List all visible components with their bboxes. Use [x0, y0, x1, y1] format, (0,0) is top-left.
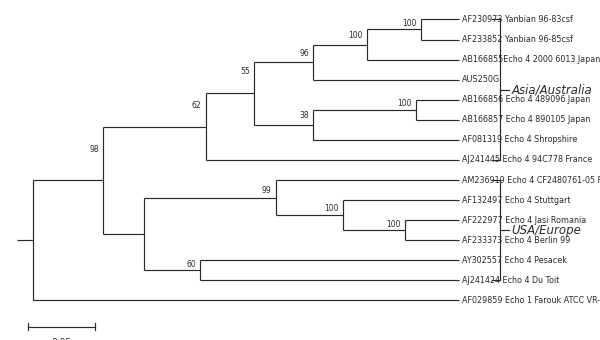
- Text: 100: 100: [403, 19, 417, 28]
- Text: 100: 100: [397, 99, 412, 108]
- Text: AF222977 Echo 4 Jasi Romania: AF222977 Echo 4 Jasi Romania: [462, 216, 586, 225]
- Text: 60: 60: [186, 260, 196, 269]
- Text: AF233852 Yanbian 96-85csf: AF233852 Yanbian 96-85csf: [462, 35, 573, 44]
- Text: AJ241424 Echo 4 Du Toit: AJ241424 Echo 4 Du Toit: [462, 276, 559, 285]
- Text: AUS250G: AUS250G: [462, 75, 500, 84]
- Text: 96: 96: [299, 49, 309, 58]
- Text: 100: 100: [349, 31, 363, 40]
- Text: AB166857 Echo 4 890105 Japan: AB166857 Echo 4 890105 Japan: [462, 115, 590, 124]
- Text: 98: 98: [89, 146, 99, 154]
- Text: 100: 100: [325, 204, 339, 212]
- Text: AF132497 Echo 4 Stuttgart: AF132497 Echo 4 Stuttgart: [462, 195, 571, 205]
- Text: AF233373 Echo 4 Berlin 99: AF233373 Echo 4 Berlin 99: [462, 236, 570, 245]
- Text: AF081319 Echo 4 Shropshire: AF081319 Echo 4 Shropshire: [462, 135, 577, 144]
- Text: 0.05: 0.05: [51, 338, 71, 340]
- Text: AF230973 Yanbian 96-83csf: AF230973 Yanbian 96-83csf: [462, 15, 573, 24]
- Text: AF029859 Echo 1 Farouk ATCC VR-1083: AF029859 Echo 1 Farouk ATCC VR-1083: [462, 296, 600, 305]
- Text: AB166856 Echo 4 489096 Japan: AB166856 Echo 4 489096 Japan: [462, 95, 590, 104]
- Text: AJ241445 Echo 4 94C778 France: AJ241445 Echo 4 94C778 France: [462, 155, 592, 165]
- Text: AY302557 Echo 4 Pesacek: AY302557 Echo 4 Pesacek: [462, 256, 567, 265]
- Text: AM236919 Echo 4 CF2480761-05 France: AM236919 Echo 4 CF2480761-05 France: [462, 175, 600, 185]
- Text: 99: 99: [262, 186, 271, 194]
- Text: Asia/Australia: Asia/Australia: [512, 83, 592, 96]
- Text: USA/Europe: USA/Europe: [512, 224, 581, 237]
- Text: AB166855Echo 4 2000 6013 Japan: AB166855Echo 4 2000 6013 Japan: [462, 55, 600, 64]
- Text: 100: 100: [386, 220, 401, 229]
- Text: 62: 62: [191, 101, 201, 110]
- Text: 55: 55: [240, 67, 250, 76]
- Text: 38: 38: [299, 111, 309, 120]
